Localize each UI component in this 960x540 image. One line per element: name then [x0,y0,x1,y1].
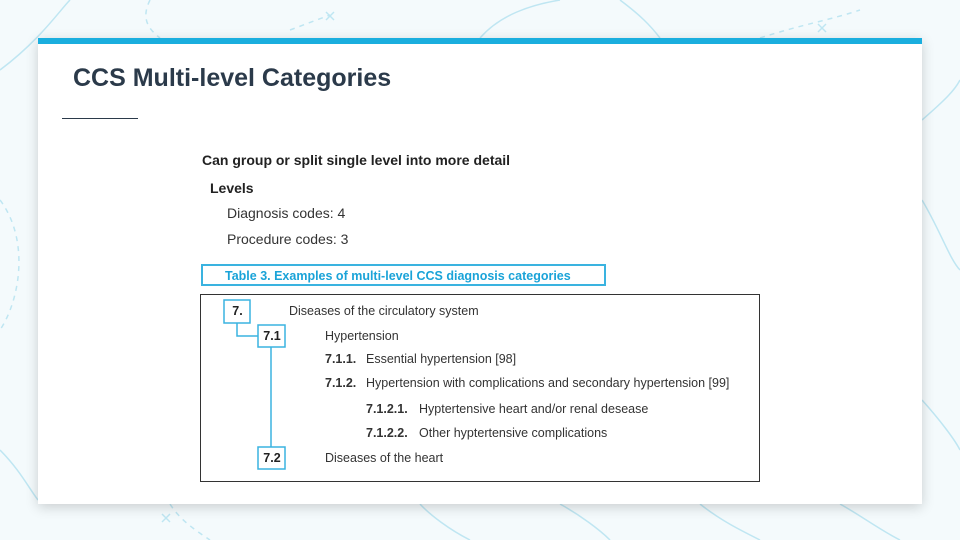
slide-card: CCS Multi-level Categories Can group or … [38,38,922,504]
category-code-7-2: 7.2 [263,451,281,465]
category-label-7-1: Hypertension [325,329,399,343]
category-label-7-2: Diseases of the heart [325,451,444,465]
level-item: Procedure codes: 3 [227,231,349,247]
level-item: Diagnosis codes: 4 [227,205,346,221]
levels-label: Levels [210,180,254,196]
category-code-7-1-2: 7.1.2. [325,376,357,390]
category-label-7: Diseases of the circulatory system [289,304,479,318]
title-underline [62,118,138,119]
category-label-7-1-2: Hypertension with complications and seco… [366,376,730,390]
ccs-category-table: 7. Diseases of the circulatory system 7.… [200,294,760,482]
category-code-7-1: 7.1 [263,329,281,343]
category-code-7-1-1: 7.1.1. [325,352,357,366]
category-code-7: 7. [232,304,243,318]
category-label-7-1-2-1: Hyptertensive heart and/or renal desease [419,402,649,416]
category-label-7-1-2-2: Other hyptertensive complications [419,426,608,440]
category-code-7-1-2-1: 7.1.2.1. [366,402,408,416]
tree-connectors [223,299,286,470]
card-accent-bar [38,38,922,44]
main-heading: Can group or split single level into mor… [202,152,511,168]
category-code-7-1-2-2: 7.1.2.2. [366,426,408,440]
page-title: CCS Multi-level Categories [73,64,392,92]
category-label-7-1-1: Essential hypertension [98] [366,352,517,366]
table-caption: Table 3. Examples of multi-level CCS dia… [201,264,606,286]
